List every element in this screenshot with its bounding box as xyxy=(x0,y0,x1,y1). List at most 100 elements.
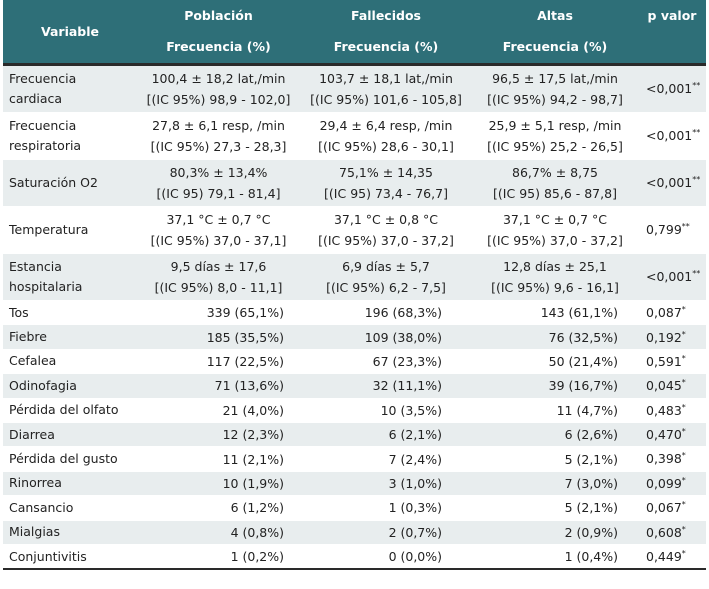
subheader-altas: Frecuencia (%) xyxy=(472,30,638,66)
cell-poblacion: 6 (1,2%) xyxy=(137,495,300,521)
table-header: Variable Población Fallecidos Altas p va… xyxy=(3,0,706,66)
cell-poblacion: 4 (0,8%) xyxy=(137,520,300,545)
cell-fallecidos: 109 (38,0%) xyxy=(300,324,472,350)
table-row: Cansancio 6 (1,2%) 1 (0,3%) 5 (2,1%) 0,0… xyxy=(3,495,706,521)
cell-altas: 11 (4,7%) xyxy=(472,398,638,423)
cell-fallecidos: 7 (2,4%) xyxy=(300,446,472,472)
row-variable: Frecuencia respiratoria xyxy=(3,112,137,160)
table-row: Mialgias 4 (0,8%) 2 (0,7%) 2 (0,9%) 0,60… xyxy=(3,520,706,545)
cell-altas: 39 (16,7%) xyxy=(472,373,638,399)
cell-pvalue: <0,001** xyxy=(638,112,706,160)
row-variable: Fiebre xyxy=(3,324,137,350)
cell-fallecidos: 29,4 ± 6,4 resp, /min [(IC 95%) 28,6 - 30… xyxy=(300,112,472,160)
cell-altas: 7 (3,0%) xyxy=(472,471,638,497)
cell-altas: 2 (0,9%) xyxy=(472,520,638,545)
table-row: Fiebre 185 (35,5%) 109 (38,0%) 76 (32,5%… xyxy=(3,324,706,350)
table-row: Rinorrea 10 (1,9%) 3 (1,0%) 7 (3,0%) 0,0… xyxy=(3,471,706,497)
cell-fallecidos: 32 (11,1%) xyxy=(300,373,472,399)
results-table: Variable Población Fallecidos Altas p va… xyxy=(3,0,706,571)
cell-altas: 6 (2,6%) xyxy=(472,422,638,448)
cell-fallecidos: 3 (1,0%) xyxy=(300,471,472,497)
cell-altas: 86,7% ± 8,75 [(IC 95) 85,6 - 87,8] xyxy=(472,159,638,207)
table-row: Temperatura 37,1 °C ± 0,7 °C [(IC 95%) 37… xyxy=(3,206,706,254)
cell-pvalue: 0,099* xyxy=(638,471,706,497)
table-row: Frecuencia cardiaca 100,4 ± 18,2 lat,/min… xyxy=(3,64,706,113)
cell-pvalue: 0,067* xyxy=(638,495,706,521)
cell-pvalue: 0,799** xyxy=(638,206,706,254)
cell-fallecidos: 1 (0,3%) xyxy=(300,495,472,521)
cell-pvalue: 0,192* xyxy=(638,324,706,350)
cell-poblacion: 1 (0,2%) xyxy=(137,544,300,571)
table-row: Diarrea 12 (2,3%) 6 (2,1%) 6 (2,6%) 0,47… xyxy=(3,422,706,448)
header-fallecidos: Fallecidos xyxy=(300,0,472,30)
cell-fallecidos: 196 (68,3%) xyxy=(300,300,472,326)
cell-poblacion: 21 (4,0%) xyxy=(137,398,300,423)
row-variable: Pérdida del olfato xyxy=(3,398,137,423)
cell-pvalue: 0,470* xyxy=(638,422,706,448)
cell-altas: 50 (21,4%) xyxy=(472,349,638,375)
row-variable: Tos xyxy=(3,300,137,326)
cell-poblacion: 37,1 °C ± 0,7 °C [(IC 95%) 37,0 - 37,1] xyxy=(137,206,300,254)
table-row: Estancia hospitalaria 9,5 días ± 17,6 [(IC… xyxy=(3,253,706,301)
table-row: Pérdida del gusto 11 (2,1%) 7 (2,4%) 5 (… xyxy=(3,446,706,472)
table-row: Odinofagia 71 (13,6%) 32 (11,1%) 39 (16,… xyxy=(3,373,706,399)
cell-pvalue: 0,483* xyxy=(638,398,706,423)
cell-fallecidos: 10 (3,5%) xyxy=(300,398,472,423)
cell-poblacion: 9,5 días ± 17,6 [(IC 95%) 8,0 - 11,1] xyxy=(137,253,300,301)
cell-altas: 1 (0,4%) xyxy=(472,544,638,571)
table-row: Tos 339 (65,1%) 196 (68,3%) 143 (61,1%) … xyxy=(3,300,706,326)
cell-poblacion: 12 (2,3%) xyxy=(137,422,300,448)
row-variable: Saturación O2 xyxy=(3,159,137,207)
table-row: Cefalea 117 (22,5%) 67 (23,3%) 50 (21,4%… xyxy=(3,349,706,375)
table-row: Conjuntivitis 1 (0,2%) 0 (0,0%) 1 (0,4%)… xyxy=(3,544,706,571)
cell-pvalue: <0,001** xyxy=(638,253,706,301)
cell-poblacion: 80,3% ± 13,4% [(IC 95) 79,1 - 81,4] xyxy=(137,159,300,207)
row-variable: Rinorrea xyxy=(3,471,137,497)
subheader-poblacion: Frecuencia (%) xyxy=(137,30,300,66)
row-variable: Pérdida del gusto xyxy=(3,446,137,472)
cell-altas: 25,9 ± 5,1 resp, /min [(IC 95%) 25,2 - 26… xyxy=(472,112,638,160)
table-row: Frecuencia respiratoria 27,8 ± 6,1 resp, … xyxy=(3,112,706,160)
cell-poblacion: 100,4 ± 18,2 lat,/min [(IC 95%) 98,9 - 10… xyxy=(137,64,300,113)
cell-fallecidos: 6 (2,1%) xyxy=(300,422,472,448)
table-row: Pérdida del olfato 21 (4,0%) 10 (3,5%) 1… xyxy=(3,398,706,423)
row-variable: Cansancio xyxy=(3,495,137,521)
cell-altas: 96,5 ± 17,5 lat,/min [(IC 95%) 94,2 - 98,… xyxy=(472,64,638,113)
cell-poblacion: 117 (22,5%) xyxy=(137,349,300,375)
cell-fallecidos: 2 (0,7%) xyxy=(300,520,472,545)
cell-pvalue: <0,001** xyxy=(638,64,706,113)
table-row: Saturación O2 80,3% ± 13,4% [(IC 95) 79,1… xyxy=(3,159,706,207)
cell-pvalue: <0,001** xyxy=(638,159,706,207)
subheader-fallecidos: Frecuencia (%) xyxy=(300,30,472,66)
cell-poblacion: 339 (65,1%) xyxy=(137,300,300,326)
row-variable: Conjuntivitis xyxy=(3,544,137,571)
cell-pvalue: 0,045* xyxy=(638,373,706,399)
cell-altas: 5 (2,1%) xyxy=(472,495,638,521)
cell-pvalue: 0,449* xyxy=(638,544,706,571)
cell-pvalue: 0,591* xyxy=(638,349,706,375)
cell-altas: 76 (32,5%) xyxy=(472,324,638,350)
row-variable: Odinofagia xyxy=(3,373,137,399)
cell-poblacion: 71 (13,6%) xyxy=(137,373,300,399)
row-variable: Diarrea xyxy=(3,422,137,448)
cell-fallecidos: 37,1 °C ± 0,8 °C [(IC 95%) 37,0 - 37,2] xyxy=(300,206,472,254)
cell-fallecidos: 67 (23,3%) xyxy=(300,349,472,375)
header-poblacion: Población xyxy=(137,0,300,30)
cell-pvalue: 0,087* xyxy=(638,300,706,326)
cell-fallecidos: 6,9 días ± 5,7 [(IC 95%) 6,2 - 7,5] xyxy=(300,253,472,301)
row-variable: Temperatura xyxy=(3,206,137,254)
cell-poblacion: 11 (2,1%) xyxy=(137,446,300,472)
cell-fallecidos: 0 (0,0%) xyxy=(300,544,472,571)
cell-poblacion: 185 (35,5%) xyxy=(137,324,300,350)
cell-poblacion: 27,8 ± 6,1 resp, /min [(IC 95%) 27,3 - 28… xyxy=(137,112,300,160)
cell-fallecidos: 103,7 ± 18,1 lat,/min [(IC 95%) 101,6 - 1… xyxy=(300,64,472,113)
cell-altas: 37,1 °C ± 0,7 °C [(IC 95%) 37,0 - 37,2] xyxy=(472,206,638,254)
header-altas: Altas xyxy=(472,0,638,30)
table-body: Frecuencia cardiaca 100,4 ± 18,2 lat,/min… xyxy=(3,64,706,571)
cell-pvalue: 0,398* xyxy=(638,446,706,472)
cell-poblacion: 10 (1,9%) xyxy=(137,471,300,497)
cell-altas: 12,8 días ± 25,1 [(IC 95%) 9,6 - 16,1] xyxy=(472,253,638,301)
header-variable: Variable xyxy=(3,0,137,66)
row-variable: Cefalea xyxy=(3,349,137,375)
subheader-pvalue-empty xyxy=(638,30,706,66)
